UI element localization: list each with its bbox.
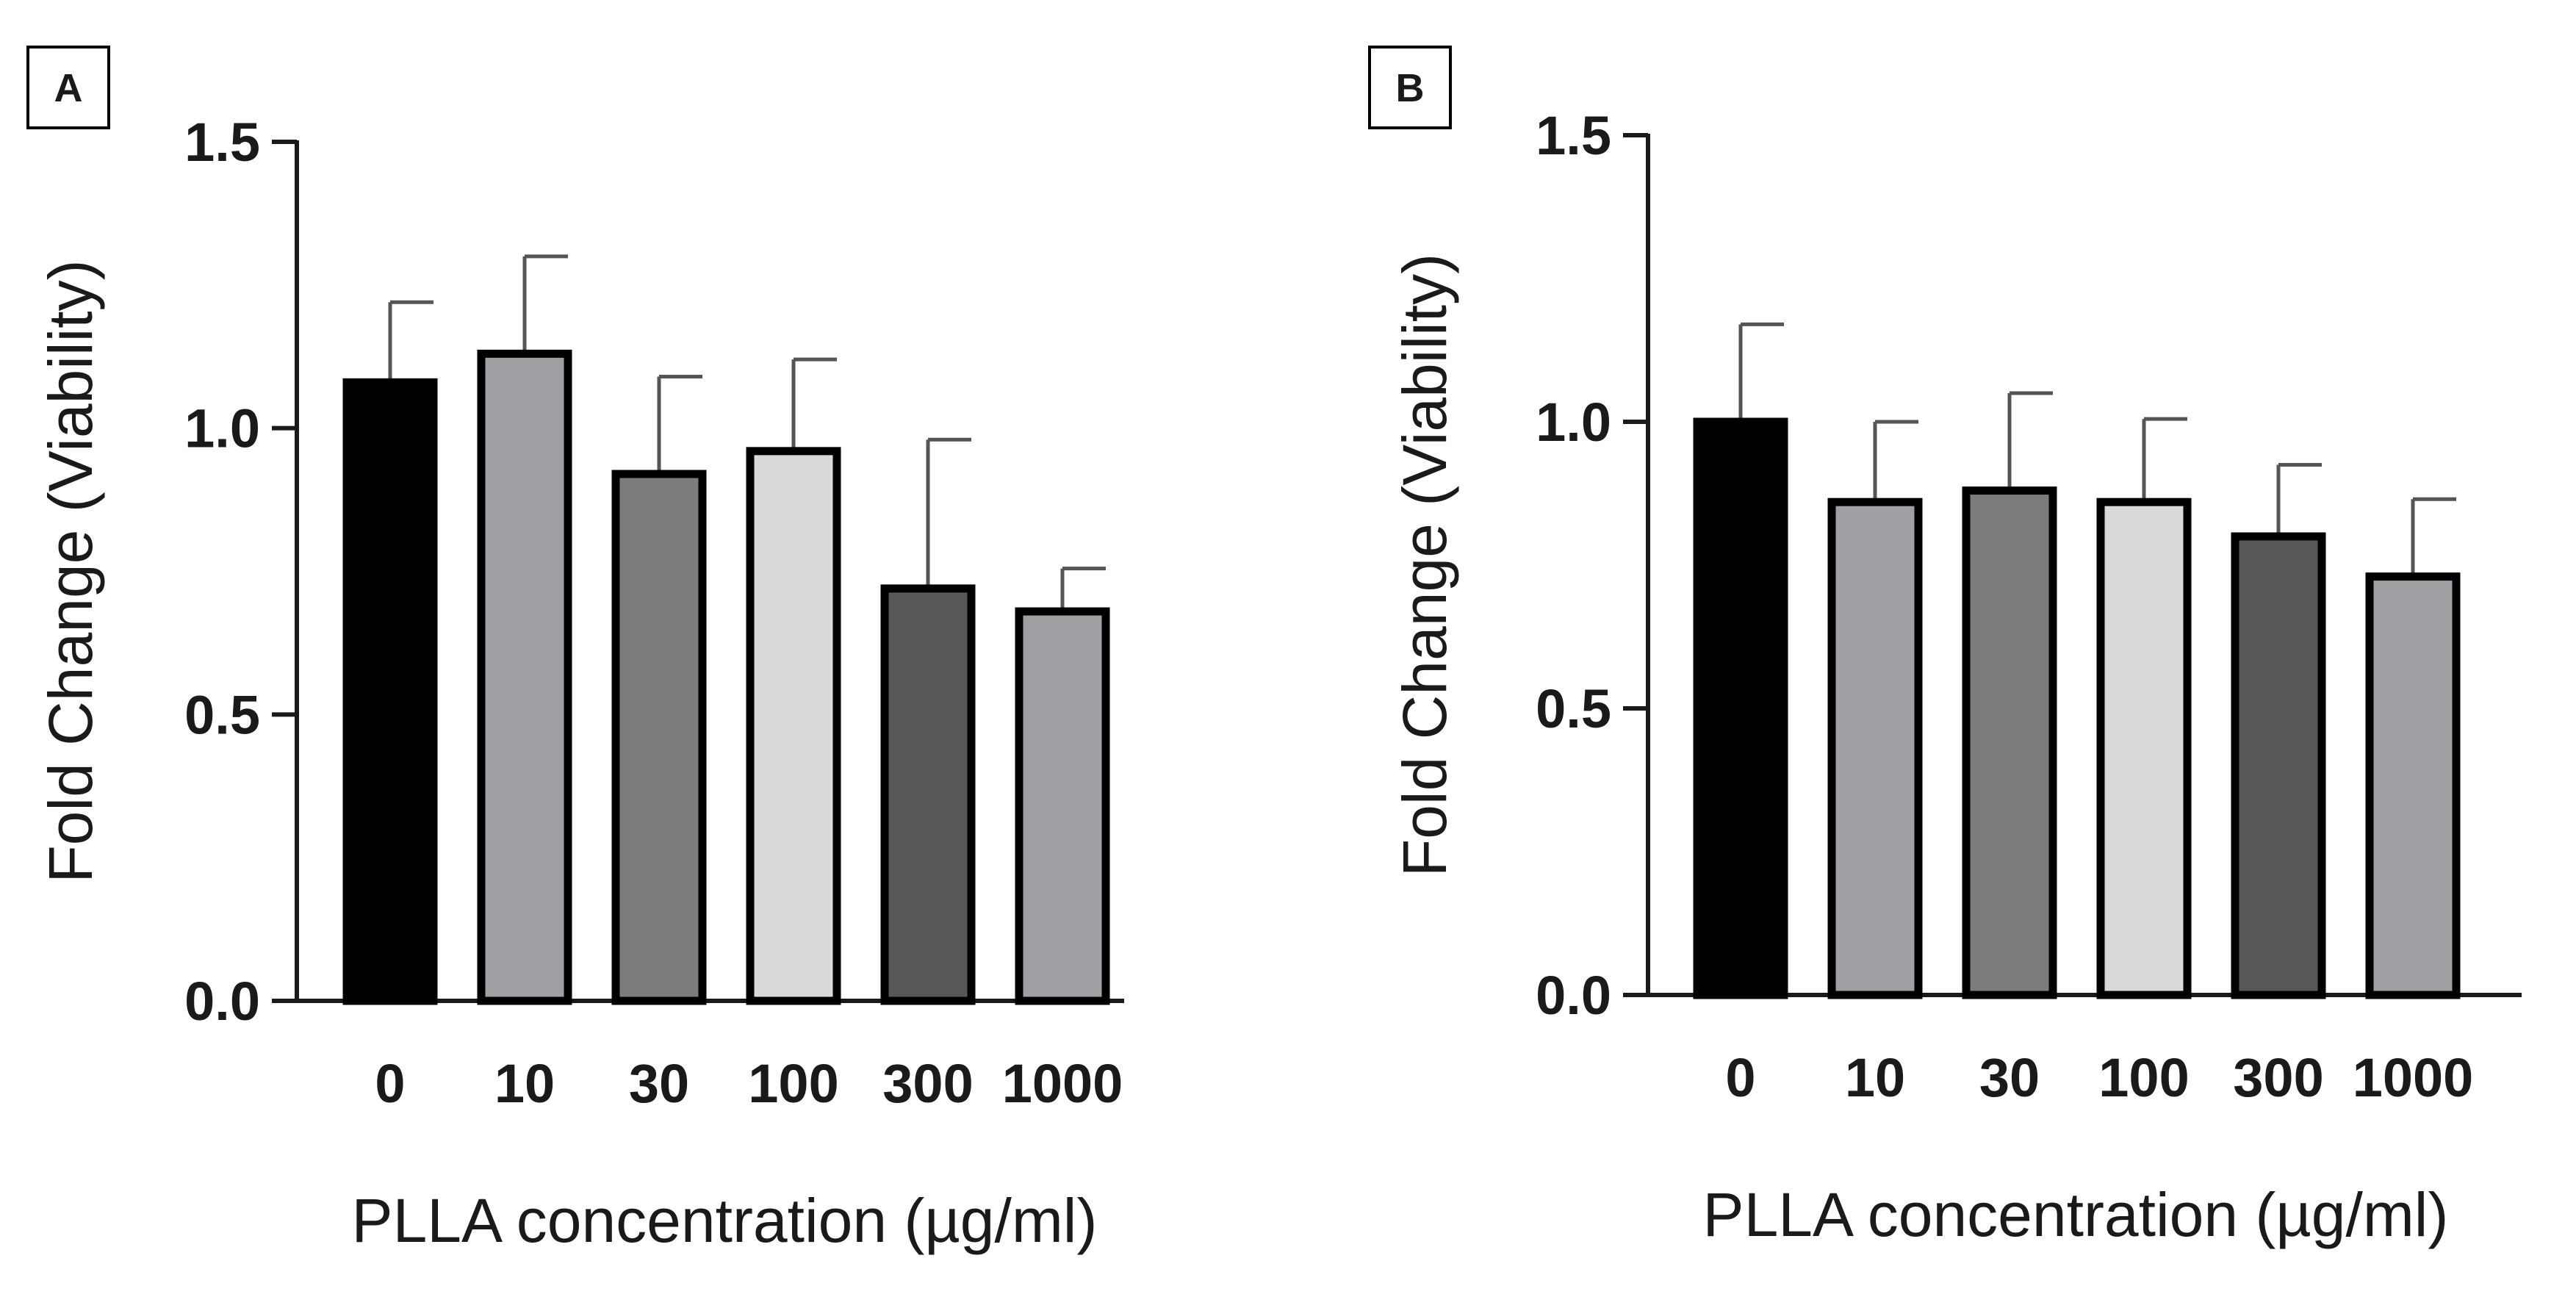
panel-letter-box [1368,46,1452,129]
bar-1000 [2365,572,2461,999]
chart-panel-a: A 0.0 0.5 1.0 1.5 0 10 30 100 300 1000 PLLA concent… [26,46,1124,1255]
bar-100 [746,447,841,1005]
y-tick-label: 1.5 [184,112,260,173]
bar-300 [880,584,976,1005]
x-tick-label: 30 [629,1053,689,1114]
bar-0 [1693,417,1788,999]
y-axis-label: Fold Change (Viability) [1390,254,1459,877]
bar-30 [611,470,707,1005]
x-tick-label: 100 [2098,1047,2189,1108]
x-axis-label: PLLA concentration (µg/ml) [1703,1180,2449,1249]
y-tick-label: 1.0 [184,398,260,459]
y-tick-label: 0.5 [184,684,260,745]
x-tick-label: 10 [1845,1047,1905,1108]
y-tick-label: 0.5 [1536,678,1611,739]
x-axis-label: PLLA concentration (µg/ml) [352,1186,1098,1255]
bar-30 [1962,486,2057,999]
bar-10 [1827,497,1923,999]
panel-letter-box [26,46,110,129]
panel-letter: A [54,66,83,110]
y-tick-label: 0.0 [184,971,260,1032]
panel-letter: B [1396,66,1425,110]
x-tick-label: 10 [494,1053,555,1114]
chart-panel-b: B 0.0 0.5 1.0 1.5 0 10 30 100 300 1000 PLLA concent… [1368,46,2522,1249]
x-tick-label: 100 [748,1053,838,1114]
bar-1000 [1015,607,1110,1005]
x-tick-label: 0 [375,1053,405,1114]
bar-100 [2096,497,2192,999]
bar-300 [2231,532,2326,999]
y-tick-label: 0.0 [1536,965,1611,1026]
y-tick-label: 1.5 [1536,105,1611,166]
x-tick-label: 1000 [2353,1047,2474,1108]
bar-10 [477,349,572,1005]
x-tick-label: 300 [2233,1047,2323,1108]
bar-0 [342,378,438,1005]
x-tick-label: 300 [882,1053,973,1114]
y-tick-label: 1.0 [1536,392,1611,453]
x-tick-label: 1000 [1002,1053,1123,1114]
y-axis-label: Fold Change (Viability) [36,259,105,883]
x-tick-label: 30 [1979,1047,2040,1108]
x-tick-label: 0 [1725,1047,1755,1108]
